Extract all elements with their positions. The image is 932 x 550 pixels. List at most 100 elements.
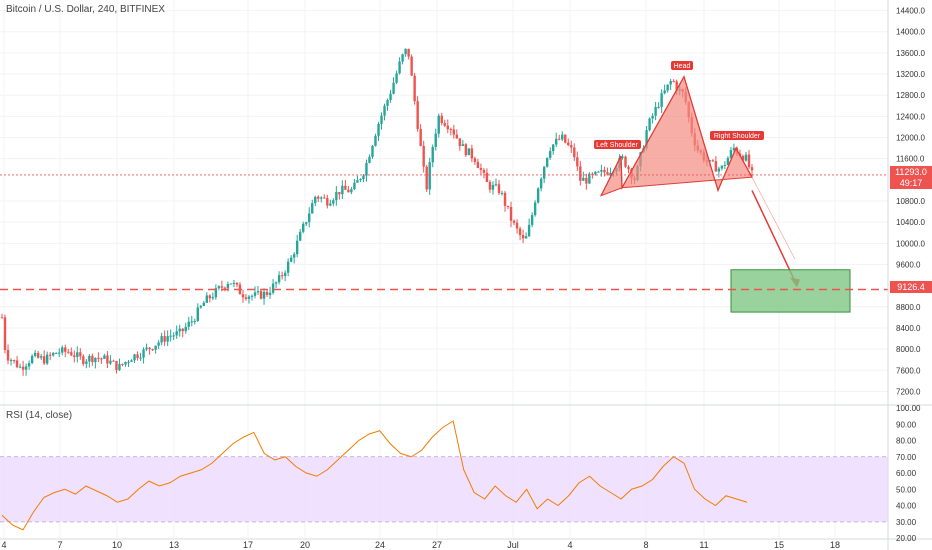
candle-body (211, 297, 215, 299)
rsi-tick-label: 40.00 (896, 502, 917, 511)
candle-body (253, 292, 257, 296)
candle-body (52, 352, 55, 356)
candle-body (6, 350, 10, 361)
candle-body (503, 192, 507, 206)
price-grid (0, 0, 888, 538)
candle-body (298, 231, 302, 241)
candle-body (512, 220, 516, 223)
candle-body (527, 224, 531, 237)
candle-body (536, 188, 540, 203)
projection-guide (751, 177, 796, 260)
candle-body (497, 184, 501, 194)
rsi-series-line (1, 420, 748, 531)
candle-body (711, 160, 715, 162)
candle-body (603, 169, 606, 173)
candle-body (100, 358, 103, 360)
candle-body (624, 156, 627, 167)
candle-body (410, 56, 413, 76)
candle-body (94, 357, 97, 363)
time-tick-label: 17 (243, 540, 253, 550)
candle-body (416, 101, 419, 130)
candle-body (55, 352, 58, 354)
candle-body (214, 288, 218, 298)
candle-body (160, 336, 163, 343)
candle-body (368, 156, 371, 163)
candle-body (280, 275, 284, 277)
candle-body (383, 105, 386, 116)
candle-body (491, 184, 495, 190)
candle-body (190, 321, 193, 323)
candle-body (70, 352, 73, 356)
candle-body (127, 361, 130, 363)
candle-body (627, 166, 630, 170)
countdown-value: 49:17 (900, 178, 923, 188)
candle-body (500, 192, 504, 194)
candle-body (329, 203, 332, 206)
candle-body (302, 223, 305, 232)
candle-body (407, 48, 410, 57)
candle-body (362, 175, 365, 180)
target-price-value: 9126.4 (897, 282, 925, 292)
candle-body (485, 172, 489, 183)
candle-body (573, 147, 576, 158)
candle-body (220, 286, 224, 288)
candle-body (365, 162, 368, 176)
candle-body (308, 213, 311, 223)
candle-body (247, 296, 251, 299)
candle-body (199, 305, 202, 308)
candle-body (323, 197, 326, 199)
candle-body (9, 360, 13, 362)
price-tick-label: 13600.0 (896, 49, 925, 58)
candle-body (371, 145, 374, 157)
candle-body (136, 354, 139, 358)
price-tick-label: 10800.0 (896, 197, 925, 206)
candle-body (118, 363, 121, 371)
candle-body (570, 145, 573, 148)
candle-body (488, 182, 492, 190)
candle-body (380, 115, 383, 124)
candle-body (404, 48, 407, 55)
price-tick-label: 12800.0 (896, 91, 925, 100)
candle-body (419, 129, 422, 146)
candle-body (184, 326, 187, 332)
candle-body (326, 197, 329, 206)
left-shoulder-label: Left Shoulder (596, 142, 638, 149)
candle-body (73, 355, 76, 357)
candle-body (588, 173, 591, 184)
current-price-value: 11293.0 (895, 167, 927, 177)
candle-body (124, 361, 127, 365)
price-tick-label: 7600.0 (896, 366, 921, 375)
candle-body (262, 291, 266, 299)
candle-body (461, 144, 465, 147)
candle-body (181, 328, 184, 332)
candle-body (139, 357, 142, 359)
candle-body (112, 360, 115, 362)
price-levels (0, 174, 888, 291)
candle-body (61, 347, 64, 353)
candle-body (600, 169, 603, 172)
candle-body (178, 328, 181, 332)
candle-body (458, 138, 462, 147)
rsi-tick-label: 80.00 (896, 437, 917, 446)
candle-body (271, 283, 275, 293)
candle-body (564, 134, 567, 143)
candle-body (464, 144, 468, 156)
candle-body (398, 61, 401, 74)
time-tick-label: 24 (375, 540, 385, 550)
candle-body (476, 161, 480, 169)
candle-body (591, 173, 594, 175)
candle-body (295, 240, 299, 255)
candle-body (654, 106, 657, 116)
candle-body (172, 335, 175, 337)
candle-body (494, 184, 498, 186)
time-tick-label: 20 (300, 540, 310, 550)
candle-body (67, 351, 70, 353)
candle-body (265, 291, 269, 295)
candle-body (157, 342, 160, 346)
candle-body (76, 352, 79, 357)
candle-body (645, 130, 648, 148)
candle-body (395, 73, 398, 83)
candle-body (64, 347, 67, 352)
candle-body (241, 294, 245, 298)
